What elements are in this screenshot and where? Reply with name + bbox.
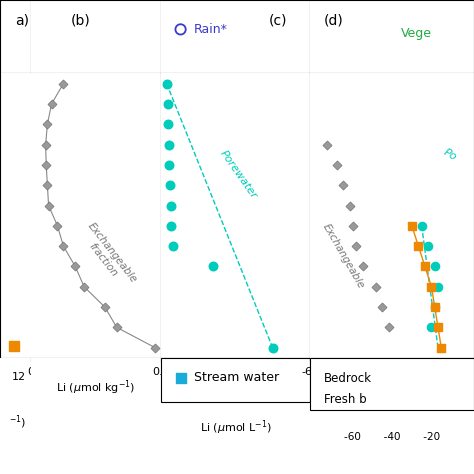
Point <box>431 303 438 311</box>
Point <box>164 100 172 108</box>
Point <box>209 263 217 270</box>
Point <box>421 263 428 270</box>
Text: Stream water: Stream water <box>194 371 279 384</box>
Text: Li ($\mu$mol kg$^{-1}$): Li ($\mu$mol kg$^{-1}$) <box>56 379 136 397</box>
Point <box>428 283 435 291</box>
Text: (c): (c) <box>268 13 287 27</box>
Point <box>418 222 426 229</box>
Text: Vege: Vege <box>401 27 431 39</box>
Point <box>408 222 416 229</box>
Point <box>339 182 347 189</box>
Point <box>60 242 67 250</box>
Point <box>45 202 53 210</box>
Text: Porewater: Porewater <box>219 149 259 201</box>
Point <box>428 324 435 331</box>
Text: Fresh b: Fresh b <box>324 392 366 406</box>
Point <box>323 141 331 148</box>
Point <box>81 283 88 291</box>
Point <box>349 222 357 229</box>
Point <box>431 263 438 270</box>
Point <box>372 283 380 291</box>
Point <box>167 222 175 229</box>
Point <box>165 161 173 169</box>
Text: Bedrock: Bedrock <box>324 372 372 385</box>
Point <box>385 324 393 331</box>
Text: Li ($\mu$mol L$^{-1}$): Li ($\mu$mol L$^{-1}$) <box>200 418 272 437</box>
Point <box>359 263 366 270</box>
Point <box>333 161 340 169</box>
Text: (d): (d) <box>324 13 343 27</box>
Point <box>434 283 442 291</box>
Point <box>169 242 177 250</box>
Point <box>72 263 79 270</box>
Point <box>431 303 438 311</box>
Point <box>48 100 55 108</box>
Point <box>177 26 184 33</box>
Point <box>42 141 49 148</box>
Text: (b): (b) <box>71 13 90 27</box>
Text: -60       -40       -20: -60 -40 -20 <box>344 432 440 442</box>
Point <box>438 344 445 352</box>
Point <box>54 222 61 229</box>
Point <box>434 324 442 331</box>
Point <box>269 344 276 352</box>
Point <box>353 242 360 250</box>
Text: Po: Po <box>441 147 458 163</box>
Text: Rain*: Rain* <box>194 23 228 36</box>
Point <box>379 303 386 311</box>
Point <box>163 80 171 87</box>
Bar <box>161 358 310 402</box>
Point <box>165 141 173 148</box>
Text: $^{-1}$): $^{-1}$) <box>9 414 26 431</box>
Point <box>177 374 184 382</box>
Point <box>101 303 109 311</box>
Point <box>424 242 432 250</box>
Text: Exchangeable: Exchangeable <box>320 222 366 291</box>
Bar <box>310 358 474 410</box>
Point <box>167 202 174 210</box>
Point <box>10 343 18 350</box>
Point <box>152 344 159 352</box>
Point <box>415 242 422 250</box>
Point <box>44 120 51 128</box>
Point <box>166 182 174 189</box>
Text: a): a) <box>15 13 29 27</box>
Point <box>113 324 120 331</box>
Point <box>43 161 50 169</box>
Point <box>164 120 172 128</box>
Text: 12: 12 <box>12 372 26 382</box>
Point <box>60 80 67 87</box>
Text: Exchangeable
fraction: Exchangeable fraction <box>77 221 139 292</box>
Point <box>44 182 51 189</box>
Point <box>346 202 354 210</box>
